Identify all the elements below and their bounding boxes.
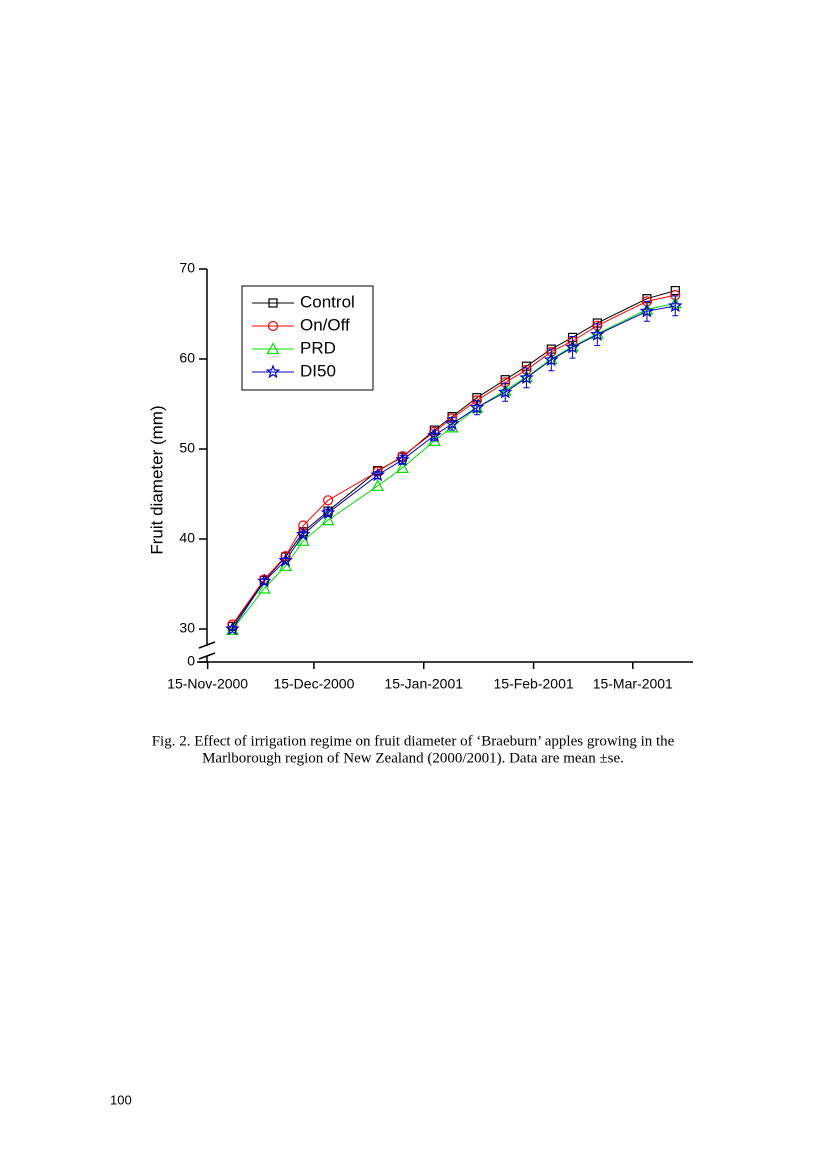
marker (590, 327, 605, 341)
marker (266, 342, 280, 355)
marker (321, 513, 335, 526)
x-tick-label: 15-Jan-2001 (384, 676, 463, 692)
y-tick-label: 50 (179, 440, 195, 456)
marker (371, 479, 385, 491)
marker (395, 461, 410, 473)
x-tick-label: 15-Mar-2001 (593, 676, 673, 692)
legend-label: PRD (300, 338, 336, 357)
x-tick-label: 15-Feb-2001 (493, 676, 573, 692)
marker (296, 534, 310, 546)
marker (565, 339, 580, 354)
marker (225, 621, 240, 636)
marker (268, 298, 278, 308)
marker (444, 416, 460, 431)
marker (544, 352, 559, 367)
error-bar (229, 625, 236, 630)
marker (278, 552, 293, 567)
y-tick-label: 60 (179, 350, 195, 366)
marker (670, 286, 680, 296)
y-tick-label: 70 (179, 260, 195, 276)
x-tick-label: 15-Dec-2000 (273, 676, 354, 692)
x-tick-label: 15-Nov-2000 (167, 676, 248, 692)
marker (639, 303, 655, 318)
y-tick-label: 30 (179, 620, 195, 636)
y-axis-label: Fruit diameter (mm) (147, 405, 166, 554)
marker (257, 573, 272, 588)
marker (469, 399, 485, 414)
axis-break (198, 652, 216, 660)
caption-line: Marlborough region of New Zealand (2000/… (202, 750, 624, 766)
marker (257, 581, 271, 594)
marker (395, 452, 410, 467)
marker (296, 526, 311, 541)
marker (668, 298, 683, 313)
caption-line: Fig. 2. Effect of irrigation regime on f… (152, 733, 675, 749)
y-tick-label: 0 (187, 653, 195, 669)
legend-label: On/Off (300, 315, 350, 334)
marker (265, 364, 281, 379)
marker (267, 320, 279, 332)
marker (370, 467, 385, 482)
marker (320, 505, 336, 520)
marker (519, 370, 534, 385)
page-number: 100 (110, 1092, 132, 1107)
axis-break (198, 641, 216, 649)
y-tick-label: 40 (179, 530, 195, 546)
legend-label: Control (300, 292, 355, 311)
marker (497, 384, 513, 399)
marker (322, 495, 334, 506)
legend-label: DI50 (300, 361, 336, 380)
marker (427, 427, 442, 442)
